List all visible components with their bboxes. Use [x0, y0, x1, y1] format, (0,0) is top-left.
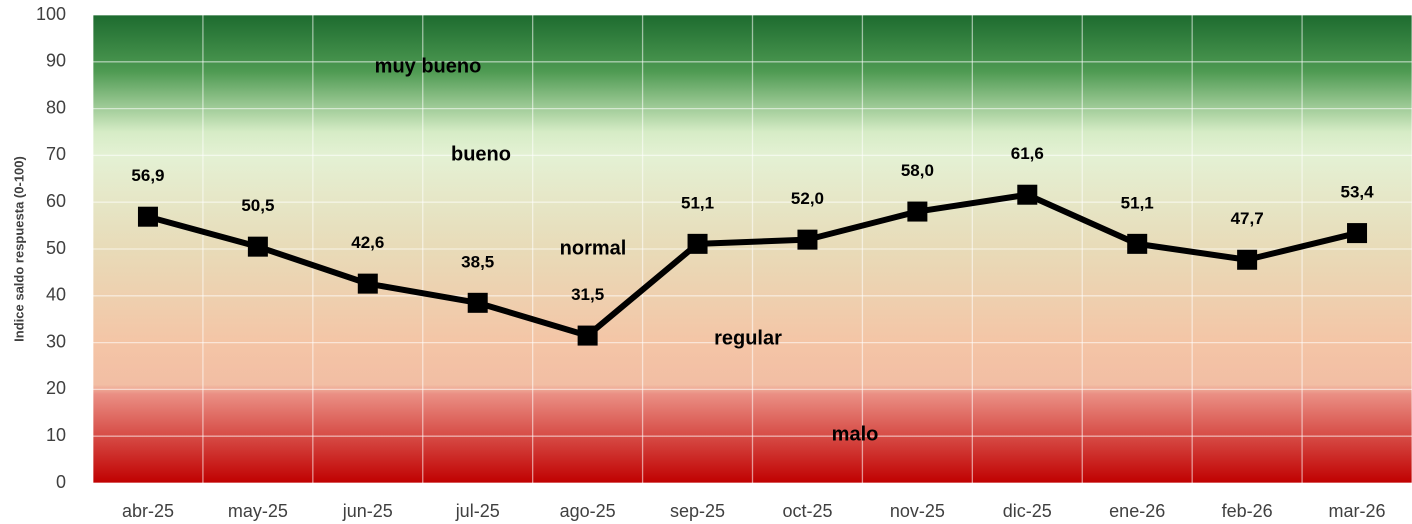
zone-label: normal	[560, 237, 627, 259]
data-label: 53,4	[1340, 183, 1374, 202]
data-label: 31,5	[571, 285, 604, 304]
x-tick-label: ago-25	[560, 501, 616, 521]
y-tick-label: 20	[46, 378, 66, 398]
y-tick-label: 70	[46, 144, 66, 164]
y-tick-label: 30	[46, 331, 66, 351]
marker	[797, 229, 818, 250]
y-tick-label: 40	[46, 285, 66, 305]
line	[147, 191, 1358, 339]
marker	[1237, 249, 1258, 270]
data-label: 58,0	[901, 161, 934, 180]
data-label: 51,1	[681, 193, 714, 212]
x-tick-label: sep-25	[670, 501, 725, 521]
x-tick-label: may-25	[228, 501, 288, 521]
y-tick-label: 50	[46, 238, 66, 258]
x-tick-label: jun-25	[342, 501, 393, 521]
marker	[137, 206, 158, 227]
marker	[577, 325, 598, 346]
marker	[687, 233, 708, 254]
data-label: 47,7	[1231, 209, 1264, 228]
marker	[1127, 233, 1148, 254]
x-tick-label: dic-25	[1003, 501, 1052, 521]
x-tick-label: jul-25	[455, 501, 500, 521]
zone-label: muy bueno	[375, 55, 482, 77]
x-tick-label: oct-25	[782, 501, 832, 521]
marker	[1017, 184, 1038, 205]
x-tick-label: nov-25	[890, 501, 945, 521]
x-tick-label: mar-26	[1329, 501, 1386, 521]
data-label: 50,5	[241, 196, 274, 215]
y-tick-label: 100	[36, 4, 66, 24]
marker	[357, 273, 378, 294]
x-tick-label: ene-26	[1109, 501, 1165, 521]
zone-label: regular	[714, 327, 782, 349]
x-tick-label: feb-26	[1222, 501, 1273, 521]
y-tick-label: 0	[56, 472, 66, 492]
marker	[907, 201, 928, 222]
marker	[1347, 223, 1368, 244]
y-tick-label: 80	[46, 97, 66, 117]
y-tick-label: 10	[46, 425, 66, 445]
data-label: 38,5	[461, 252, 494, 271]
data-label: 56,9	[131, 166, 164, 185]
marker	[467, 292, 488, 313]
data-label: 61,6	[1011, 144, 1044, 163]
data-label: 52,0	[791, 189, 824, 208]
data-label: 42,6	[351, 233, 384, 252]
data-label: 51,1	[1121, 193, 1154, 212]
marker	[247, 236, 268, 257]
y-tick-label: 60	[46, 191, 66, 211]
zone-label: malo	[832, 423, 879, 445]
x-tick-label: abr-25	[122, 501, 174, 521]
zone-label: bueno	[451, 143, 511, 165]
y-tick-label: 90	[46, 51, 66, 71]
y-axis-title: Indice saldo respuesta (0-100)	[11, 156, 26, 342]
